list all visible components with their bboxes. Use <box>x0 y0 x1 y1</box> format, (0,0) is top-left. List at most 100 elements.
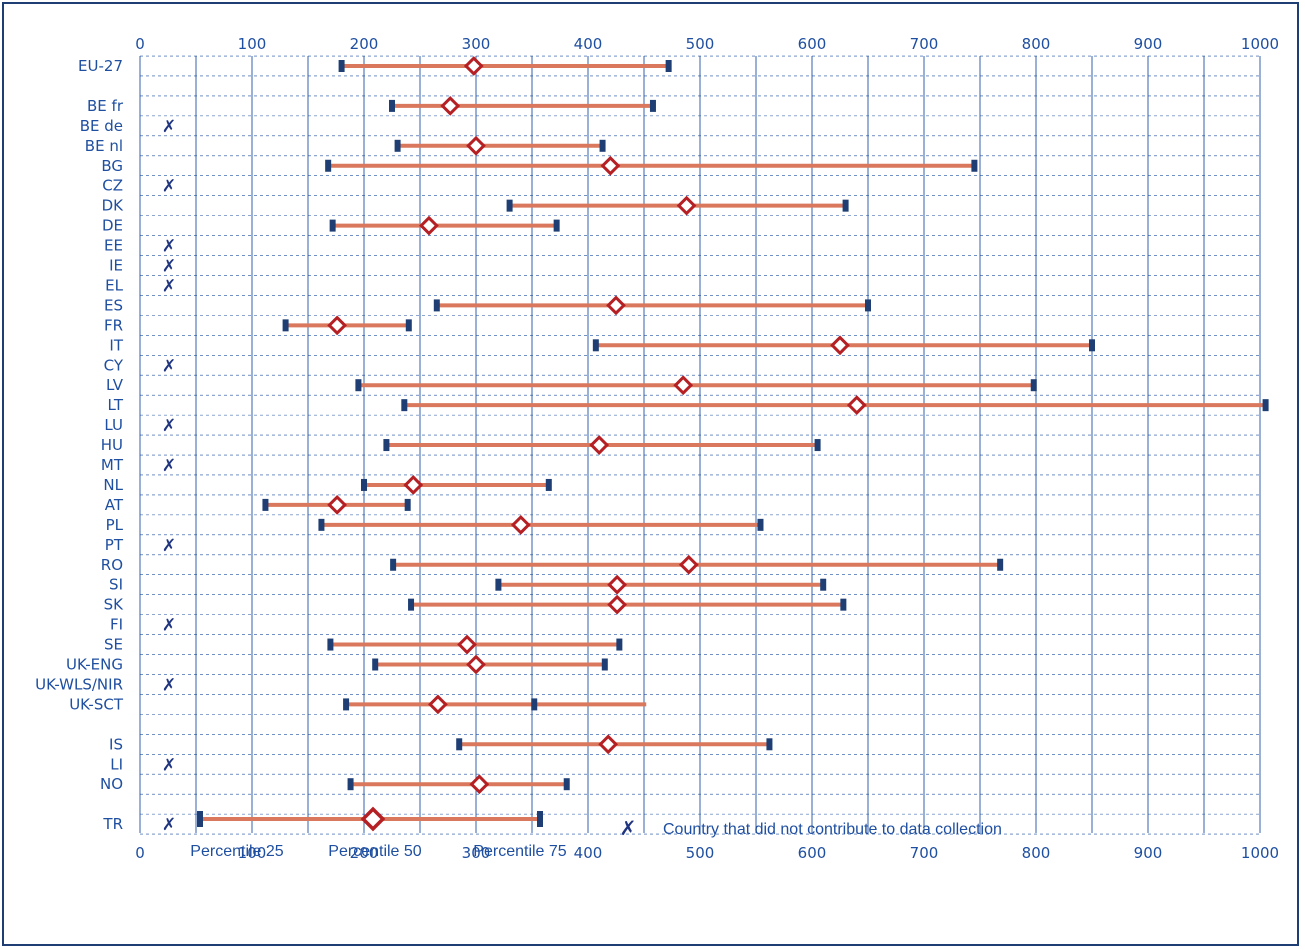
p50-marker <box>607 594 628 615</box>
p25-marker <box>495 578 502 591</box>
category-label: NL <box>103 476 123 494</box>
p50-marker <box>428 694 448 715</box>
x-tick-label-bottom: 100 <box>238 844 267 862</box>
p50-marker <box>678 554 699 575</box>
no-data-mark: ✗ <box>162 675 176 695</box>
category-label: FI <box>110 616 123 634</box>
x-tick-label-bottom: 500 <box>686 844 715 862</box>
x-tick-label-bottom: 600 <box>798 844 827 862</box>
x-tick-label-top: 600 <box>798 35 827 53</box>
p25-marker <box>456 738 463 751</box>
category-label: ES <box>104 296 123 314</box>
p75-marker <box>563 778 570 791</box>
category-label: IT <box>109 336 123 354</box>
p75-marker <box>971 159 978 172</box>
category-label: DE <box>102 217 123 235</box>
p50-marker <box>466 135 486 156</box>
category-label: LT <box>108 396 124 414</box>
p25-marker <box>262 498 269 511</box>
category-label: BE fr <box>87 97 124 115</box>
no-data-mark: ✗ <box>162 616 176 636</box>
p50-marker <box>419 215 439 236</box>
p75-marker <box>545 478 552 491</box>
category-label: EL <box>105 276 123 294</box>
p50-marker <box>327 495 348 515</box>
x-tick-label-bottom: 300 <box>462 844 491 862</box>
category-label: RO <box>101 556 123 574</box>
x-tick-label-bottom: 200 <box>350 844 379 862</box>
p25-marker <box>325 159 332 172</box>
p75-marker <box>405 319 412 332</box>
p75-marker <box>531 698 538 711</box>
legend-p50-label: Percentile 50 <box>328 843 421 860</box>
p50-marker <box>463 56 484 76</box>
x-tick-label-top: 100 <box>238 35 267 53</box>
p50-marker <box>457 634 477 655</box>
category-label: EU-27 <box>78 57 123 75</box>
p50-marker <box>466 654 486 675</box>
x-tick-label-bottom: 700 <box>910 844 939 862</box>
legend-no-data-mark: ✗ <box>620 816 637 840</box>
category-label: SE <box>104 636 123 654</box>
no-data-mark: ✗ <box>162 237 176 257</box>
category-label: CY <box>104 356 124 374</box>
p25-marker <box>372 658 379 671</box>
p75-marker <box>1030 379 1037 392</box>
x-tick-label-bottom: 800 <box>1022 844 1051 862</box>
x-tick-label-top: 1000 <box>1241 35 1279 53</box>
category-label: CZ <box>102 177 123 195</box>
x-tick-label-top: 200 <box>350 35 379 53</box>
no-data-mark: ✗ <box>162 117 176 137</box>
p50-marker <box>600 155 621 176</box>
p25-marker <box>347 778 354 791</box>
no-data-mark: ✗ <box>162 755 176 775</box>
p75-marker <box>404 498 411 511</box>
p75-marker <box>1089 339 1095 352</box>
p75-marker <box>649 99 656 112</box>
x-tick-label-bottom: 400 <box>574 844 603 862</box>
category-label: EE <box>104 237 123 255</box>
no-data-mark: ✗ <box>162 276 176 296</box>
x-tick-label-top: 500 <box>686 35 715 53</box>
p75-marker <box>820 578 827 591</box>
p25-marker <box>327 638 334 651</box>
p25-marker <box>338 60 345 72</box>
p50-marker <box>676 195 697 216</box>
p50-marker <box>510 514 531 535</box>
category-label: PL <box>106 516 124 534</box>
category-label: UK-SCT <box>69 695 124 713</box>
p75-marker <box>616 638 623 651</box>
p50-marker <box>469 774 490 795</box>
category-label: UK-ENG <box>66 656 123 674</box>
category-label: SI <box>109 576 123 594</box>
p25-marker <box>394 139 401 152</box>
p50-marker <box>440 96 461 116</box>
category-label: HU <box>101 436 123 454</box>
category-label: MT <box>101 456 124 474</box>
x-tick-label-bottom: 900 <box>1134 844 1163 862</box>
category-label: UK-WLS/NIR <box>35 675 123 693</box>
legend-p25-label: Percentile 25 <box>190 843 283 860</box>
p50-marker <box>673 375 694 396</box>
no-data-mark: ✗ <box>162 356 176 376</box>
x-tick-label-top: 700 <box>910 35 939 53</box>
p25-marker <box>401 399 408 412</box>
no-data-mark: ✗ <box>162 815 176 835</box>
p50-marker <box>589 435 610 455</box>
p25-marker <box>433 299 440 312</box>
category-label: FR <box>104 316 123 334</box>
x-tick-label-top: 400 <box>574 35 603 53</box>
x-tick-label-top: 0 <box>135 35 145 53</box>
p75-marker <box>814 439 821 452</box>
p75-marker <box>601 658 608 671</box>
p25-marker <box>329 219 336 232</box>
legend-p25-marker <box>197 811 203 827</box>
no-data-mark: ✗ <box>162 177 176 197</box>
x-tick-label-top: 900 <box>1134 35 1163 53</box>
p50-marker <box>846 395 867 416</box>
category-label: DK <box>102 197 125 215</box>
p25-marker <box>383 439 390 452</box>
p50-marker <box>830 335 850 356</box>
